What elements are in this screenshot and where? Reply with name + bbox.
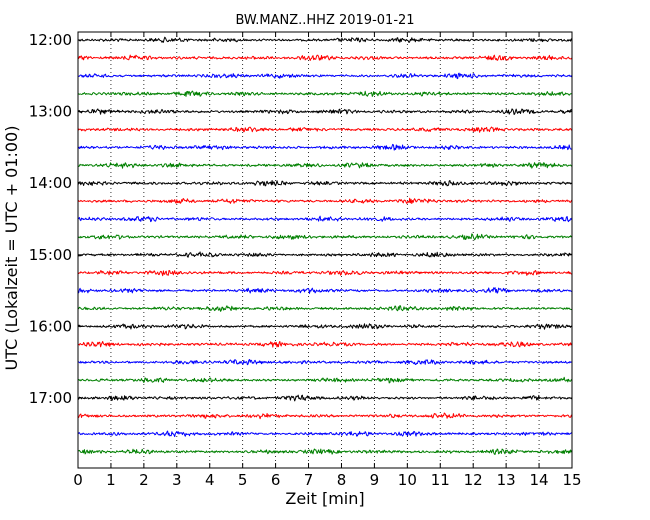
x-tick-label: 9	[370, 471, 380, 489]
x-tick-label: 4	[205, 471, 215, 489]
y-axis-label: UTC (Lokalzeit = UTC + 01:00)	[2, 126, 21, 371]
grid-lines	[110, 32, 540, 468]
trace-line	[77, 143, 573, 151]
trace-line	[77, 340, 573, 348]
x-tick-label: 6	[271, 471, 281, 489]
x-tick-label: 2	[139, 471, 149, 489]
trace-line	[78, 359, 573, 366]
x-tick-label: 14	[530, 471, 549, 489]
x-axis: 0 1 2 3 4 5 6 7 8 9 10 11 12 13 14 15	[73, 32, 582, 489]
y-axis: 12:00 13:00 14:00 15:00 16:00 17:00	[29, 31, 572, 407]
x-tick-label: 5	[238, 471, 248, 489]
y-tick-label: 17:00	[29, 389, 72, 407]
plot-frame	[77, 31, 573, 469]
trace-line	[77, 54, 573, 61]
trace-line	[77, 430, 573, 438]
x-tick-label: 7	[304, 471, 314, 489]
y-tick-label: 16:00	[29, 317, 72, 335]
x-tick-label: 3	[172, 471, 182, 489]
y-tick-label: 14:00	[29, 174, 72, 192]
x-tick-label: 12	[464, 471, 483, 489]
trace-line	[77, 287, 573, 294]
trace-line	[77, 305, 573, 312]
x-tick-label: 10	[398, 471, 417, 489]
y-tick-label: 12:00	[29, 31, 72, 49]
trace-line	[77, 90, 573, 97]
x-tick-label: 8	[337, 471, 347, 489]
x-tick-label: 11	[431, 471, 450, 489]
trace-line	[77, 197, 573, 204]
y-tick-label: 15:00	[29, 246, 72, 264]
trace-line	[77, 72, 573, 80]
trace-line	[77, 108, 573, 115]
trace-line	[77, 251, 573, 258]
trace-line	[77, 448, 573, 455]
trace-line	[77, 412, 573, 420]
trace-line	[77, 126, 573, 133]
y-tick-label: 13:00	[29, 103, 72, 121]
trace-line	[77, 215, 573, 223]
trace-line	[77, 36, 573, 43]
trace-line	[77, 376, 573, 384]
x-tick-label: 0	[73, 471, 83, 489]
trace-group	[77, 36, 573, 455]
x-tick-label: 1	[106, 471, 116, 489]
trace-line	[77, 162, 572, 169]
trace-line	[77, 394, 573, 402]
chart-title: BW.MANZ..HHZ 2019-01-21	[235, 13, 414, 28]
trace-line	[77, 180, 573, 187]
x-tick-label: 15	[562, 471, 581, 489]
x-tick-label: 13	[497, 471, 516, 489]
x-axis-label: Zeit [min]	[285, 489, 364, 508]
trace-line	[77, 323, 573, 330]
trace-line	[77, 270, 573, 277]
trace-line	[77, 233, 573, 241]
